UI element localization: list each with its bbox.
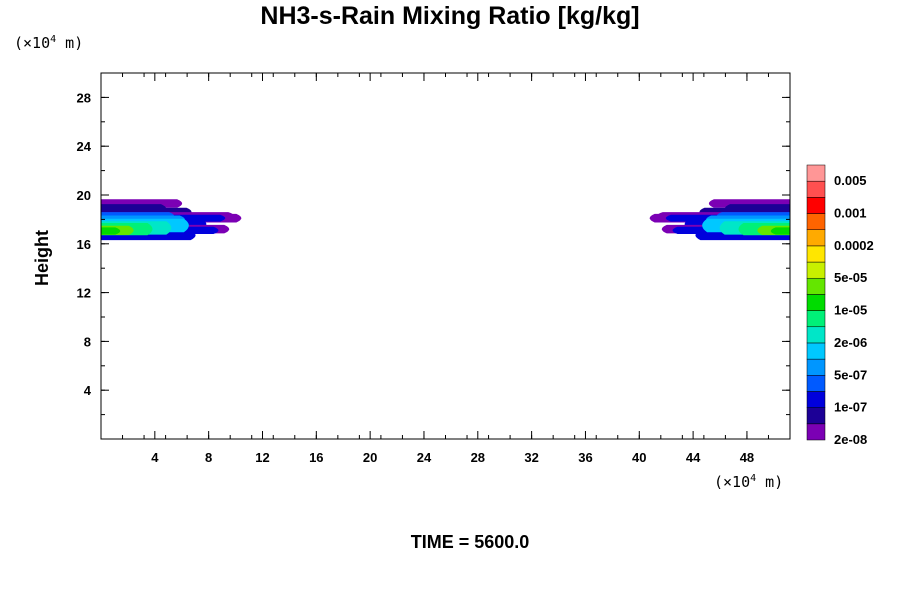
colorbar-label: 1e-05 xyxy=(834,303,867,318)
colorbar-swatch xyxy=(806,391,826,408)
y-unit-prefix: (×10 xyxy=(14,34,51,52)
chart-title: NH3-s-Rain Mixing Ratio [kg/kg] xyxy=(260,2,640,30)
contour-layer xyxy=(101,199,790,241)
y-tick-label: 8 xyxy=(84,334,91,349)
x-axis-unit: (×104 m) xyxy=(714,473,783,491)
colorbar-swatch xyxy=(806,261,826,279)
y-tick-label: 12 xyxy=(77,286,91,301)
right-contour-core xyxy=(770,227,790,235)
x-tick-label: 48 xyxy=(740,450,754,465)
colorbar-swatch xyxy=(806,164,826,182)
colorbar-label: 2e-08 xyxy=(834,432,867,447)
x-tick-label: 32 xyxy=(524,450,538,465)
y-unit-exp: 4 xyxy=(50,34,57,45)
colorbar-label: 2e-06 xyxy=(834,335,867,350)
y-axis-unit: (×104 m) xyxy=(14,34,83,52)
plot-frame xyxy=(100,72,791,440)
colorbar-label: 0.001 xyxy=(834,206,867,221)
colorbar-label: 0.005 xyxy=(834,173,867,188)
x-tick-label: 12 xyxy=(255,450,269,465)
colorbar-swatch xyxy=(806,310,826,328)
y-axis-label: Height xyxy=(32,230,52,286)
x-tick-label: 28 xyxy=(471,450,485,465)
colorbar-label: 5e-05 xyxy=(834,270,867,285)
colorbar-swatch xyxy=(806,342,826,360)
y-unit-suffix: m) xyxy=(56,34,84,52)
colorbar-swatch xyxy=(806,197,826,214)
y-tick-label: 4 xyxy=(84,383,92,398)
x-unit-suffix: m) xyxy=(756,473,784,491)
colorbar-label: 5e-07 xyxy=(834,367,867,382)
x-tick-label: 36 xyxy=(578,450,592,465)
y-tick-label: 28 xyxy=(77,90,91,105)
colorbar-swatch xyxy=(806,277,826,295)
colorbar-swatch xyxy=(806,213,826,230)
colorbar-swatch xyxy=(806,423,826,441)
colorbar-label: 0.0002 xyxy=(834,238,874,253)
y-tick-label: 20 xyxy=(77,188,91,203)
x-tick-label: 20 xyxy=(363,450,377,465)
x-tick-label: 24 xyxy=(417,450,432,465)
colorbar-swatch xyxy=(806,229,826,247)
colorbar-swatch xyxy=(806,245,826,263)
colorbar-swatch xyxy=(806,326,826,344)
left-contour-core xyxy=(101,227,121,235)
colorbar-label: 1e-07 xyxy=(834,400,867,415)
x-tick-label: 40 xyxy=(632,450,646,465)
x-unit-prefix: (×10 xyxy=(714,473,751,491)
y-tick-label: 16 xyxy=(77,237,91,252)
colorbar-swatch xyxy=(806,407,826,425)
colorbar-swatch xyxy=(806,180,826,198)
colorbar-swatch xyxy=(806,358,826,376)
x-tick-label: 44 xyxy=(686,450,701,465)
x-tick-label: 16 xyxy=(309,450,323,465)
y-tick-label: 24 xyxy=(77,139,92,154)
colorbar: 0.005 0.001 0.0002 5e-05 1e-05 2e-06 5e-07 1e-0… xyxy=(806,164,874,447)
x-unit-exp: 4 xyxy=(750,473,757,484)
colorbar-swatch xyxy=(806,294,826,311)
x-tick-label: 4 xyxy=(151,450,159,465)
time-label: TIME = 5600.0 xyxy=(410,532,530,552)
colorbar-swatch xyxy=(806,375,826,392)
x-tick-label: 8 xyxy=(205,450,212,465)
